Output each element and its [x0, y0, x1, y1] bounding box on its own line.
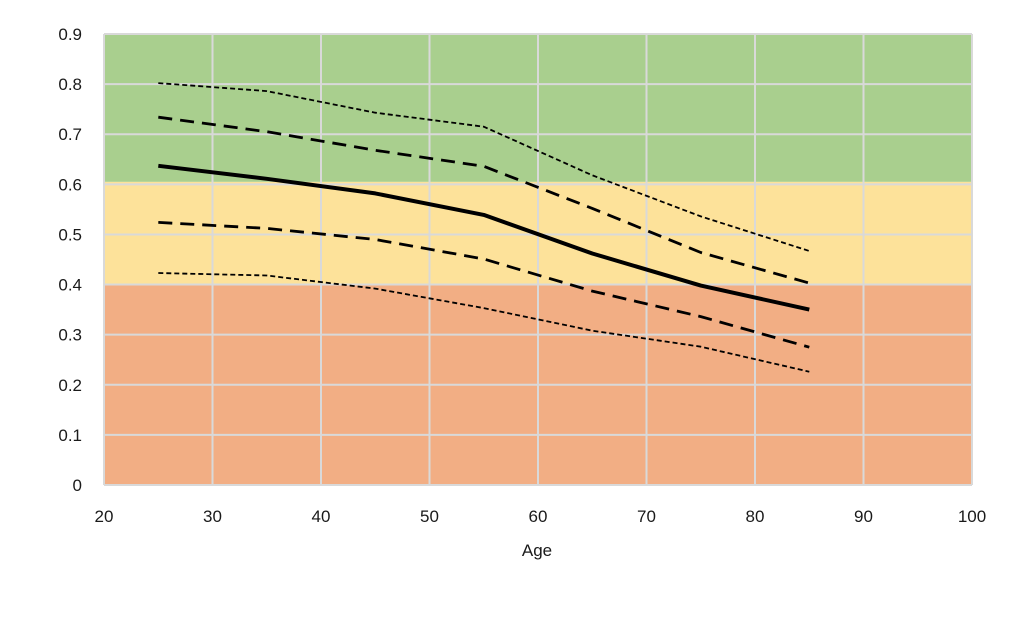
- x-tick-label-2: 40: [312, 507, 331, 526]
- y-tick-label-1: 0.1: [58, 426, 82, 445]
- series-line-2: [158, 163, 810, 312]
- y-tick-label-7: 0.7: [58, 125, 82, 144]
- y-tick-label-2: 0.2: [58, 376, 82, 395]
- x-tick-labels: 20 30 40 50 60 70 80 90 100: [95, 507, 987, 526]
- x-tick-label-8: 100: [958, 507, 986, 526]
- y-tick-label-3: 0.3: [58, 326, 82, 345]
- series-line-0: [158, 82, 810, 252]
- x-axis-title: Age: [522, 541, 552, 560]
- x-tick-label-0: 20: [95, 507, 114, 526]
- y-tick-label-5: 0.5: [58, 225, 82, 244]
- y-tick-label-6: 0.6: [58, 175, 82, 194]
- y-tick-label-8: 0.8: [58, 75, 82, 94]
- x-tick-label-6: 80: [746, 507, 765, 526]
- x-tick-label-1: 30: [203, 507, 222, 526]
- series-line-1: [158, 115, 810, 285]
- y-tick-label-4: 0.4: [58, 276, 82, 295]
- y-tick-label-0: 0: [73, 476, 82, 495]
- x-tick-label-3: 50: [420, 507, 439, 526]
- y-tick-labels: 0 0.1 0.2 0.3 0.4 0.5 0.6 0.7 0.8 0.9: [58, 25, 82, 495]
- y-tick-label-9: 0.9: [58, 25, 82, 44]
- grid-lines: [103, 33, 973, 486]
- series-line-3: [158, 221, 810, 349]
- x-tick-label-7: 90: [854, 507, 873, 526]
- x-tick-label-5: 70: [637, 507, 656, 526]
- x-tick-label-4: 60: [529, 507, 548, 526]
- series-lines: [158, 82, 810, 373]
- series-line-4: [158, 272, 810, 373]
